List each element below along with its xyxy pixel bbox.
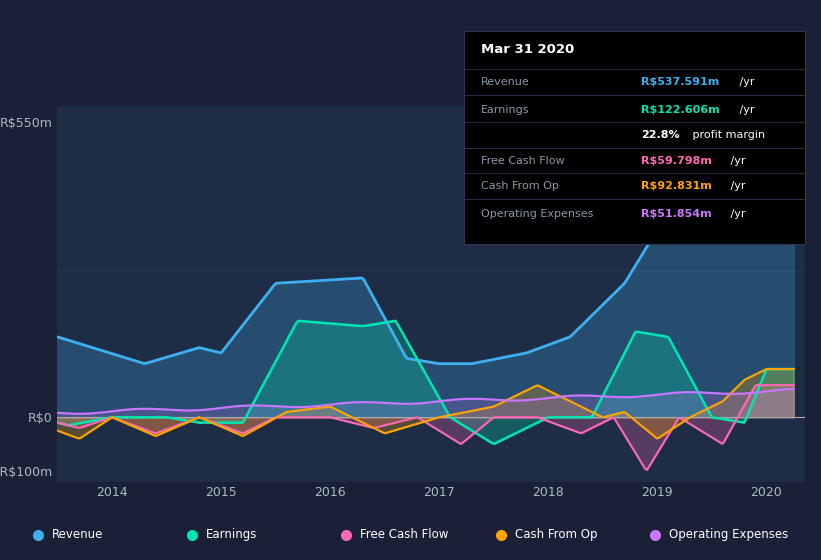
Text: /yr: /yr — [736, 77, 755, 87]
Text: /yr: /yr — [727, 156, 745, 166]
Text: Free Cash Flow: Free Cash Flow — [360, 528, 449, 542]
Text: 22.8%: 22.8% — [641, 130, 680, 140]
Text: /yr: /yr — [727, 181, 745, 191]
Text: profit margin: profit margin — [689, 130, 765, 140]
Text: Earnings: Earnings — [206, 528, 257, 542]
Text: Cash From Op: Cash From Op — [481, 181, 559, 191]
Text: Mar 31 2020: Mar 31 2020 — [481, 44, 574, 57]
Text: R$51.854m: R$51.854m — [641, 209, 712, 219]
Text: Operating Expenses: Operating Expenses — [669, 528, 788, 542]
Text: Operating Expenses: Operating Expenses — [481, 209, 594, 219]
Text: Revenue: Revenue — [481, 77, 530, 87]
Text: Earnings: Earnings — [481, 105, 530, 115]
Text: Revenue: Revenue — [52, 528, 103, 542]
Text: R$59.798m: R$59.798m — [641, 156, 712, 166]
Text: R$537.591m: R$537.591m — [641, 77, 719, 87]
Text: R$92.831m: R$92.831m — [641, 181, 712, 191]
Text: Free Cash Flow: Free Cash Flow — [481, 156, 565, 166]
Text: /yr: /yr — [736, 105, 755, 115]
Text: Cash From Op: Cash From Op — [515, 528, 597, 542]
Text: R$122.606m: R$122.606m — [641, 105, 720, 115]
Text: /yr: /yr — [727, 209, 745, 219]
